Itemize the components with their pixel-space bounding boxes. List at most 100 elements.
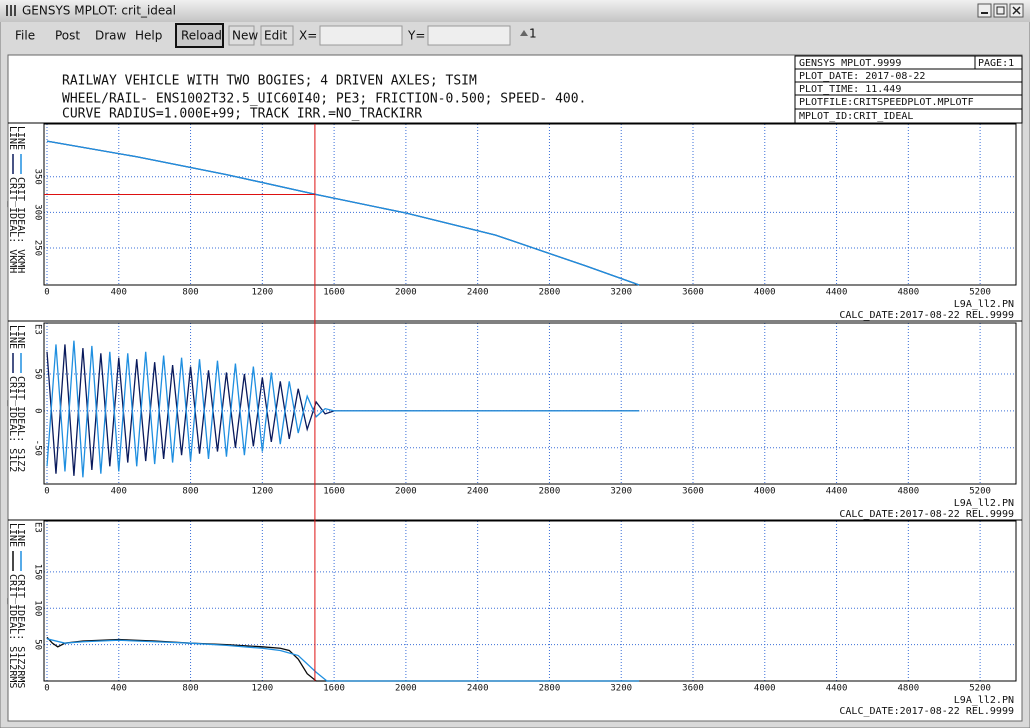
button-frame[interactable] <box>260 25 294 46</box>
legend-name: CRIT_IDEAL: S1L2RMS <box>7 574 18 688</box>
y-input[interactable] <box>427 25 511 46</box>
calc-date: CALC_DATE:2017-08-22 REL.9999 <box>839 509 1014 520</box>
x-input[interactable] <box>319 25 403 46</box>
x-tick-label: 400 <box>111 487 127 497</box>
info-text: PAGE:1 <box>978 58 1014 69</box>
y-tick-label: 250 <box>33 240 43 256</box>
series-line <box>46 140 640 286</box>
calc-date: CALC_DATE:2017-08-22 REL.9999 <box>839 310 1014 321</box>
legend-name: CRIT_IDEAL: S1Z2RMS <box>15 574 26 688</box>
file-label: L9A_ll2.PN <box>954 498 1014 509</box>
x-tick-label: 1600 <box>323 288 345 298</box>
title-bar <box>0 0 1030 22</box>
info-text: PLOT_TIME: 11.449 <box>799 84 901 95</box>
x-tick-label: 4800 <box>897 288 919 298</box>
y-tick-label: -50 <box>33 440 43 456</box>
menu-item[interactable]: Draw <box>95 29 127 43</box>
x-tick-label: 1600 <box>323 684 345 694</box>
x-tick-label: 4800 <box>897 684 919 694</box>
x-tick-label: 0 <box>44 487 49 497</box>
x-tick-label: 2000 <box>395 684 417 694</box>
menu-item[interactable]: Help <box>135 29 162 43</box>
file-label: L9A_ll2.PN <box>954 299 1014 310</box>
header-line: CURVE RADIUS=1.000E+99; TRACK IRR.=NO_TR… <box>62 107 422 122</box>
plot-area <box>7 54 1023 722</box>
header-line: RAILWAY VEHICLE WITH TWO BOGIES; 4 DRIVE… <box>62 74 477 89</box>
x-tick-label: 800 <box>182 487 198 497</box>
y-exponent: E3 <box>33 324 43 335</box>
info-text: MPLOT_ID:CRIT_IDEAL <box>799 111 913 122</box>
x-tick-label: 5200 <box>969 288 991 298</box>
x-tick-label: 3600 <box>682 487 704 497</box>
legend-name: CRIT_IDEAL: S1Z2 <box>15 376 26 472</box>
x-tick-label: 4400 <box>826 684 848 694</box>
legend-kind: LINE <box>15 126 26 150</box>
x-tick-label: 3200 <box>610 288 632 298</box>
info-text: PLOTFILE:CRITSPEEDPLOT.MPLOTF <box>799 97 974 108</box>
x-tick-label: 800 <box>182 288 198 298</box>
x-tick-label: 2000 <box>395 288 417 298</box>
legend-kind: LINE <box>15 523 26 547</box>
window-icon <box>6 5 16 16</box>
file-label: L9A_ll2.PN <box>954 695 1014 706</box>
calc-date: CALC_DATE:2017-08-22 REL.9999 <box>839 706 1014 717</box>
x-tick-label: 2400 <box>467 487 489 497</box>
button-frame[interactable] <box>175 23 224 48</box>
window-title: GENSYS MPLOT: crit_ideal <box>22 4 176 18</box>
button[interactable]: New <box>232 29 258 43</box>
legend-name: CRIT_IDEAL: VKMH <box>15 177 26 273</box>
y-tick-label: 300 <box>33 204 43 220</box>
series-line <box>46 638 640 682</box>
info-text: PLOT_DATE: 2017-08-22 <box>799 71 925 82</box>
y-tick-label: 150 <box>33 564 43 580</box>
button-frame[interactable] <box>228 25 255 46</box>
window-buttons[interactable] <box>977 3 1024 18</box>
x-tick-label: 5200 <box>969 684 991 694</box>
menu-item[interactable]: Post <box>55 29 80 43</box>
button[interactable]: Reload <box>181 29 222 43</box>
x-tick-label: 1200 <box>251 288 273 298</box>
y-tick-label: 0 <box>33 408 43 413</box>
x-tick-label: 0 <box>44 288 49 298</box>
series-line <box>46 340 640 478</box>
x-tick-label: 4800 <box>897 487 919 497</box>
x-tick-label: 4400 <box>826 288 848 298</box>
y-tick-label: 50 <box>33 639 43 650</box>
x-tick-label: 1200 <box>251 684 273 694</box>
x-tick-label: 4000 <box>754 487 776 497</box>
info-text: GENSYS MPLOT.9999 <box>799 58 901 69</box>
y-exponent: E3 <box>33 522 43 533</box>
x-tick-label: 400 <box>111 684 127 694</box>
x-tick-label: 0 <box>44 684 49 694</box>
axes-box <box>43 123 1017 286</box>
spinner[interactable] <box>520 30 528 36</box>
x-label: X= <box>299 29 317 43</box>
x-tick-label: 2800 <box>539 288 561 298</box>
x-tick-label: 4000 <box>754 684 776 694</box>
button[interactable]: Edit <box>264 29 288 43</box>
x-tick-label: 5200 <box>969 487 991 497</box>
x-tick-label: 4400 <box>826 487 848 497</box>
x-tick-label: 4000 <box>754 288 776 298</box>
axes-box <box>43 322 1017 485</box>
legend-name: CRIT_IDEAL: S1L2 <box>7 376 18 472</box>
y-tick-label: 100 <box>33 600 43 616</box>
header-line: WHEEL/RAIL- ENS1002T32.5_UIC60I40; PE3; … <box>62 92 586 107</box>
x-tick-label: 2400 <box>467 288 489 298</box>
x-tick-label: 3600 <box>682 288 704 298</box>
x-tick-label: 3200 <box>610 487 632 497</box>
x-tick-label: 800 <box>182 684 198 694</box>
legend-kind: LINE <box>7 126 18 150</box>
legend-kind: LINE <box>7 325 18 349</box>
x-tick-label: 400 <box>111 288 127 298</box>
legend-kind: LINE <box>7 523 18 547</box>
menu-item[interactable]: File <box>15 29 35 43</box>
x-tick-label: 2800 <box>539 684 561 694</box>
page-number: 1 <box>529 27 537 41</box>
y-tick-label: 50 <box>33 369 43 380</box>
legend-name: CRIT_IDEAL: VKMH <box>7 177 18 273</box>
x-tick-label: 2800 <box>539 487 561 497</box>
x-tick-label: 2000 <box>395 487 417 497</box>
